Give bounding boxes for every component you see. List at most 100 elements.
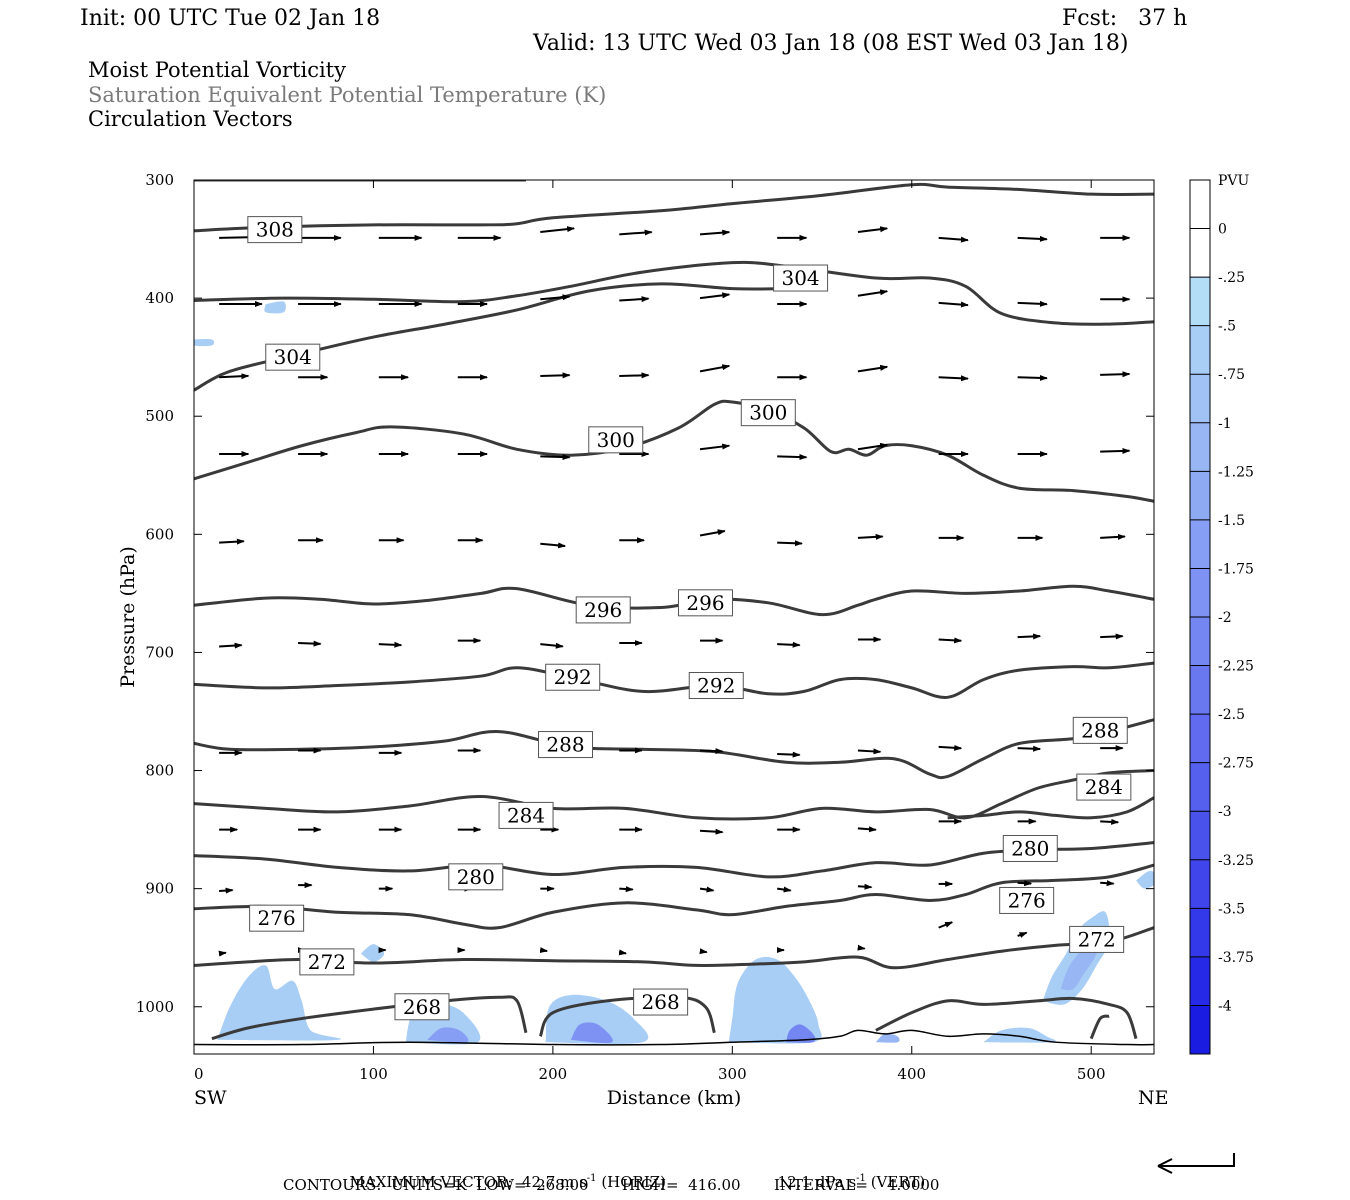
circulation-vector (777, 751, 801, 758)
circulation-vector (1017, 300, 1048, 307)
circulation-vector (699, 886, 715, 893)
valid-time: Valid: 13 UTC Wed 03 Jan 18 (08 EST Wed … (533, 31, 1129, 56)
theta-es-contour (194, 399, 1154, 503)
theta-es-contour (947, 796, 1154, 820)
pv-region (427, 1027, 469, 1043)
circulation-vector (298, 640, 322, 647)
circulation-vector (699, 748, 724, 755)
theta-es-contour (194, 182, 1154, 233)
circulation-vector (540, 642, 564, 649)
circulation-vector (540, 454, 571, 461)
pv-region (360, 944, 385, 962)
colorbar-swatch (1190, 956, 1210, 1006)
contour-label-box (688, 672, 744, 700)
contour-label: 268 (403, 995, 441, 1019)
circulation-vector-layer (218, 226, 1131, 957)
colorbar-swatch (1190, 762, 1210, 812)
theta-es-contour (194, 841, 1154, 879)
circulation-vector (857, 226, 889, 233)
x-tick-label: 100 (359, 1065, 388, 1083)
axis-layer: 300 400 500 600 700 800 900 1000 0 100 200 300 400 50… (136, 171, 1154, 1083)
circulation-vector (777, 886, 792, 893)
max-vector-text: MAXIMUM VECTOR: 42.7 m s-1 (HORIZ) (349, 1173, 667, 1191)
contour-label: 300 (597, 428, 635, 452)
theta-es-contour (875, 996, 1138, 1040)
colorbar-swatch (1190, 228, 1210, 278)
circulation-vector (219, 887, 234, 894)
circulation-vector (777, 540, 803, 547)
circulation-vector (699, 828, 724, 835)
circulation-vector (857, 944, 866, 951)
x-tick-label: 300 (718, 1065, 747, 1083)
colorbar-swatch (1190, 859, 1210, 909)
circulation-vector (219, 373, 250, 380)
contour-label: 276 (258, 906, 296, 930)
colorbar-label: -3.5 (1218, 901, 1245, 917)
pv-region (983, 1027, 1056, 1043)
contour-label: 304 (274, 345, 312, 369)
circulation-vector (857, 826, 877, 833)
reference-vector-icon (1157, 1153, 1235, 1174)
contour-info-text: CONTOURS: UNITS=K LOW= 268.00 HIGH= 416.… (283, 1176, 940, 1194)
circulation-vector (1100, 533, 1126, 540)
contour-label: 300 (749, 401, 787, 425)
contour-label-box (498, 801, 554, 829)
colorbar-swatch (1190, 519, 1210, 569)
colorbar-swatch (1190, 471, 1210, 521)
field-title-mpv: Moist Potential Vorticity (88, 58, 346, 82)
circulation-vector (1100, 447, 1131, 454)
circulation-vector (699, 529, 726, 537)
contour-label: 288 (546, 733, 584, 757)
colorbar-label: -4 (1218, 998, 1232, 1014)
contour-label-box (545, 663, 601, 691)
colorbar-swatch (1190, 180, 1210, 230)
x-tick-label: 200 (539, 1065, 568, 1083)
y-tick-label: 900 (145, 880, 174, 898)
pv-region (875, 1033, 900, 1043)
pv-region (1136, 870, 1154, 889)
contour-label-box (575, 596, 631, 624)
circulation-vector (938, 375, 969, 382)
colorbar-swatch (1190, 422, 1210, 472)
circulation-vector (619, 886, 634, 893)
circulation-vector (1017, 880, 1033, 887)
y-tick-label: 400 (145, 289, 174, 307)
circulation-vector (1017, 235, 1048, 242)
colorbar-label: -1.75 (1218, 561, 1254, 577)
circulation-vector (219, 642, 243, 649)
colorbar-label: -2.25 (1218, 659, 1254, 675)
plot-frame (193, 179, 1155, 1055)
contour-label-box (1002, 834, 1058, 862)
circulation-vector (857, 748, 882, 755)
colorbar-swatch (1190, 665, 1210, 715)
theta-es-contour (1089, 1014, 1110, 1040)
contour-label-box (538, 731, 594, 759)
x-tick-label: 0 (194, 1065, 204, 1083)
contour-label-box (740, 399, 796, 427)
circulation-vector (619, 296, 650, 303)
theta-es-contour (194, 260, 1154, 326)
colorbar-swatch (1190, 568, 1210, 618)
contour-label-box (773, 264, 829, 292)
contour-label-box (1076, 773, 1132, 801)
colorbar-swatch (1190, 908, 1210, 958)
pv-region (786, 1024, 816, 1043)
colorbar-swatch (1190, 811, 1210, 861)
contour-label-box (1069, 925, 1125, 953)
colorbar-label: -1 (1218, 416, 1232, 432)
x-tick-label: 500 (1077, 1065, 1106, 1083)
circulation-vector (777, 454, 808, 461)
contour-label-box (999, 886, 1055, 914)
field-title-vectors: Circulation Vectors (88, 107, 293, 131)
circulation-vector (699, 948, 708, 955)
pv-region (728, 956, 822, 1044)
circulation-vector (857, 883, 873, 890)
circulation-vector (699, 229, 731, 236)
circulation-vector (540, 542, 567, 549)
circulation-vector (540, 372, 571, 379)
contour-label: 272 (308, 950, 346, 974)
circulation-vector (857, 442, 889, 451)
circulation-vector (618, 949, 628, 956)
circulation-vector (857, 533, 884, 540)
circulation-vector (619, 229, 653, 236)
